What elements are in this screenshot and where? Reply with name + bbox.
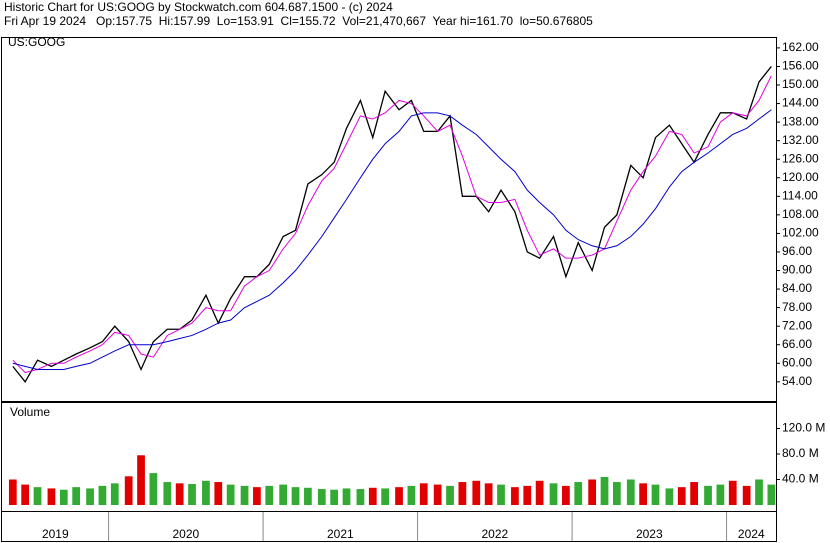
volume-bar <box>472 480 481 505</box>
volume-bar <box>8 479 17 505</box>
y-tick-label: 40.0 M <box>782 472 819 486</box>
volume-bar <box>304 487 312 505</box>
volume-bar <box>368 487 377 505</box>
price-panel <box>1 37 777 402</box>
price-line <box>12 66 772 383</box>
volume-bar <box>110 483 119 505</box>
volume-bar <box>651 484 660 505</box>
y-tick-label: 90.00 <box>782 263 812 277</box>
volume-bar <box>188 483 196 505</box>
volume-bar <box>690 482 698 505</box>
volume-bar <box>175 483 184 505</box>
header-title: Historic Chart for US:GOOG by Stockwatch… <box>4 0 393 14</box>
y-tick-label: 132.00 <box>782 133 819 147</box>
volume-bar <box>535 480 544 505</box>
legend-label: US:GOOG <box>8 35 65 49</box>
volume-bar <box>86 488 94 505</box>
volume-bar <box>497 484 505 505</box>
y-tick-label: 72.00 <box>782 318 812 332</box>
volume-bar <box>265 485 274 505</box>
x-tick-label: 2022 <box>481 527 508 541</box>
volume-bar <box>511 487 519 505</box>
volume-bar <box>163 482 172 505</box>
y-tick-label: 162.00 <box>782 40 819 54</box>
volume-bar <box>330 489 339 505</box>
y-tick-label: 78.00 <box>782 300 812 314</box>
y-tick-label: 54.00 <box>782 374 812 388</box>
volume-bar <box>202 480 210 505</box>
y-tick-label: 120.0 M <box>782 421 825 435</box>
x-tick-label: 2020 <box>172 527 199 541</box>
panel-title: Volume <box>10 405 50 419</box>
y-tick-label: 150.00 <box>782 77 819 91</box>
y-tick-label: 80.0 M <box>782 446 819 460</box>
x-axis-strip <box>1 511 777 542</box>
y-tick-label: 102.00 <box>782 226 819 240</box>
price-line <box>12 109 772 370</box>
header-quote: Fri Apr 19 2024 Op:157.75 Hi:157.99 Lo=1… <box>4 14 593 28</box>
volume-bar <box>588 479 597 505</box>
volume-bar <box>742 485 751 505</box>
y-tick-label: 96.00 <box>782 244 812 258</box>
volume-bar <box>395 487 403 505</box>
y-tick-label: 138.00 <box>782 114 819 128</box>
volume-bar <box>21 484 30 505</box>
x-tick-label: 2021 <box>327 527 354 541</box>
volume-bar <box>419 483 428 505</box>
volume-bar <box>124 476 133 505</box>
volume-bar <box>381 488 390 505</box>
volume-bar <box>562 485 570 505</box>
volume-bar <box>317 489 326 505</box>
x-tick-label: 2024 <box>738 527 765 541</box>
y-tick-label: 84.00 <box>782 281 812 295</box>
volume-bar <box>484 483 493 505</box>
volume-bar <box>716 484 725 505</box>
volume-bar <box>549 483 558 505</box>
volume-bar <box>291 487 300 505</box>
volume-bar <box>356 489 365 505</box>
volume-bar <box>149 473 158 505</box>
y-tick-label: 144.00 <box>782 96 819 110</box>
volume-bar <box>240 485 249 505</box>
volume-bar <box>600 476 609 505</box>
volume-bar <box>704 485 712 505</box>
y-tick-label: 60.00 <box>782 355 812 369</box>
volume-bar <box>728 480 737 505</box>
volume-bar <box>755 479 763 505</box>
volume-bar <box>574 482 583 505</box>
volume-bar <box>59 489 68 505</box>
volume-bar <box>72 487 81 505</box>
y-tick-label: 114.00 <box>782 188 818 202</box>
volume-bar <box>279 484 288 505</box>
volume-bar <box>639 483 648 505</box>
volume-bar <box>523 485 532 505</box>
volume-bar <box>613 482 621 505</box>
volume-bar <box>433 484 442 505</box>
volume-bar <box>47 488 56 505</box>
volume-bar <box>214 482 223 505</box>
price-line <box>12 75 772 374</box>
volume-bar <box>98 485 107 505</box>
volume-bar <box>458 482 467 505</box>
y-tick-label: 108.00 <box>782 207 819 221</box>
volume-bar <box>767 484 776 505</box>
volume-bar <box>253 487 261 505</box>
volume-bar <box>407 485 416 505</box>
x-tick-label: 2019 <box>42 527 69 541</box>
y-tick-label: 66.00 <box>782 337 812 351</box>
volume-bar <box>446 485 454 505</box>
y-tick-label: 120.00 <box>782 170 819 184</box>
y-tick-label: 156.00 <box>782 59 819 73</box>
volume-bar <box>665 488 674 505</box>
y-tick-label: 126.00 <box>782 151 819 165</box>
volume-bar <box>137 455 145 505</box>
volume-bar <box>342 488 351 505</box>
volume-bar <box>677 487 686 505</box>
volume-bar <box>33 487 42 505</box>
x-tick-label: 2023 <box>636 527 663 541</box>
volume-bar <box>626 479 635 505</box>
volume-bar <box>226 484 235 505</box>
